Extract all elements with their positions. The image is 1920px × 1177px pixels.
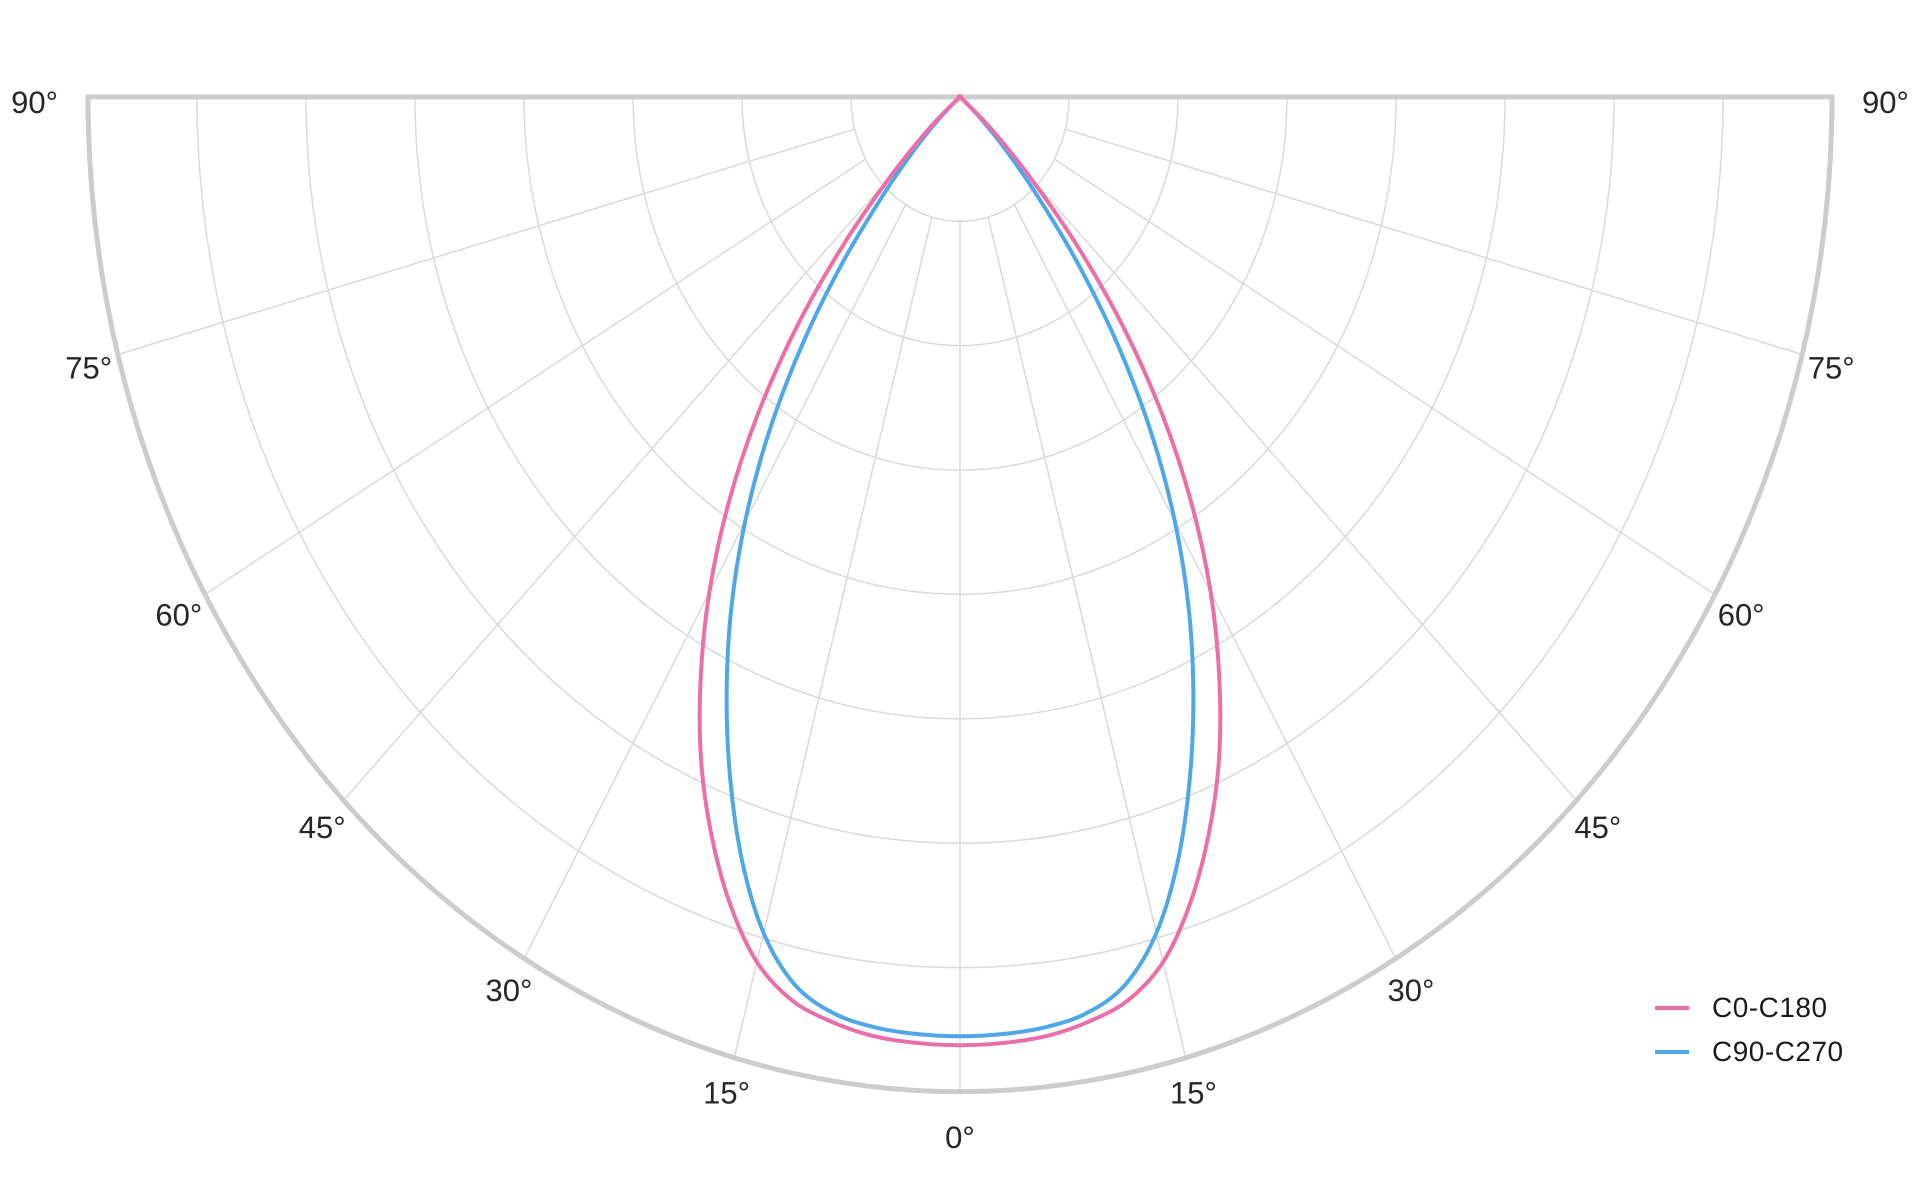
svg-text:45°: 45° [1574,810,1621,845]
svg-text:15°: 15° [703,1075,750,1110]
svg-text:60°: 60° [1718,598,1765,633]
svg-text:30°: 30° [486,973,533,1008]
svg-text:75°: 75° [65,350,112,385]
svg-text:30°: 30° [1388,973,1435,1008]
svg-text:15°: 15° [1170,1075,1217,1110]
svg-text:75°: 75° [1808,350,1855,385]
svg-text:0°: 0° [945,1120,975,1155]
svg-text:90°: 90° [1862,85,1909,120]
svg-text:45°: 45° [299,810,346,845]
svg-text:60°: 60° [155,598,202,633]
svg-text:90°: 90° [11,85,58,120]
